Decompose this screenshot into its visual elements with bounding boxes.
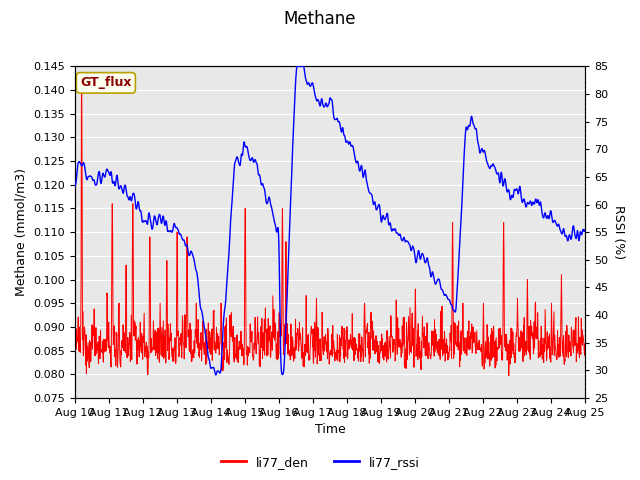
Text: GT_flux: GT_flux [80,76,132,89]
Y-axis label: RSSI (%): RSSI (%) [612,205,625,259]
Y-axis label: Methane (mmol/m3): Methane (mmol/m3) [15,168,28,296]
X-axis label: Time: Time [315,423,346,436]
Text: Methane: Methane [284,10,356,28]
Legend: li77_den, li77_rssi: li77_den, li77_rssi [216,451,424,474]
